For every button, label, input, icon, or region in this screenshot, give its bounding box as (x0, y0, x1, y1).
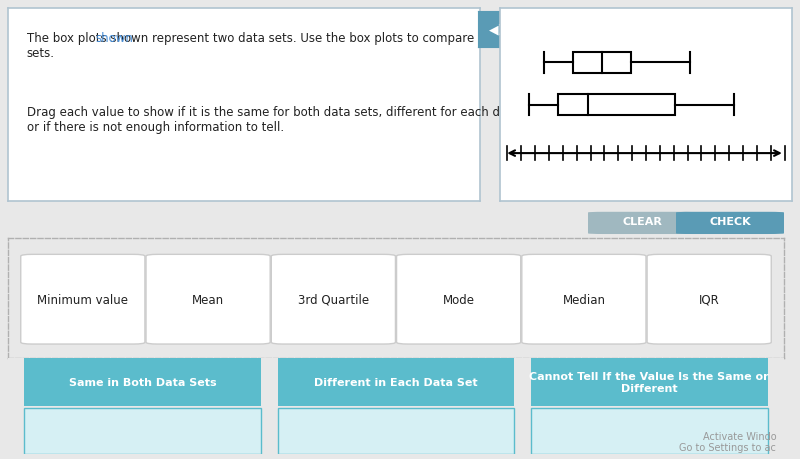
Text: Cannot Tell If the Value Is the Same or
Different: Cannot Tell If the Value Is the Same or … (530, 371, 769, 393)
Text: Mean: Mean (192, 293, 224, 306)
FancyBboxPatch shape (278, 408, 514, 454)
Text: Minimum value: Minimum value (38, 293, 128, 306)
FancyBboxPatch shape (25, 408, 261, 454)
Text: Mode: Mode (442, 293, 474, 306)
Text: Same in Both Data Sets: Same in Both Data Sets (69, 377, 217, 387)
Text: Activate Windo
Go to Settings to ac: Activate Windo Go to Settings to ac (679, 431, 776, 453)
Text: shown: shown (95, 32, 133, 45)
Text: Median: Median (562, 293, 606, 306)
FancyBboxPatch shape (25, 358, 261, 406)
Bar (558, 95, 675, 116)
FancyBboxPatch shape (146, 255, 270, 344)
Text: Different in Each Data Set: Different in Each Data Set (314, 377, 478, 387)
Text: CHECK: CHECK (709, 217, 751, 227)
FancyBboxPatch shape (588, 213, 696, 235)
Text: The box plots shown represent two data sets. Use the box plots to compare the da: The box plots shown represent two data s… (27, 32, 528, 60)
Text: 3rd Quartile: 3rd Quartile (298, 293, 369, 306)
FancyBboxPatch shape (676, 213, 784, 235)
FancyBboxPatch shape (271, 255, 395, 344)
FancyBboxPatch shape (278, 358, 514, 406)
Text: CLEAR: CLEAR (622, 217, 662, 227)
Bar (573, 52, 631, 74)
FancyBboxPatch shape (531, 408, 767, 454)
FancyBboxPatch shape (21, 255, 145, 344)
FancyBboxPatch shape (531, 358, 767, 406)
Text: IQR: IQR (698, 293, 719, 306)
Text: Drag each value to show if it is the same for both data sets, different for each: Drag each value to show if it is the sam… (27, 106, 545, 134)
FancyBboxPatch shape (647, 255, 771, 344)
FancyBboxPatch shape (522, 255, 646, 344)
FancyBboxPatch shape (397, 255, 521, 344)
Text: ◀): ◀) (489, 23, 504, 36)
